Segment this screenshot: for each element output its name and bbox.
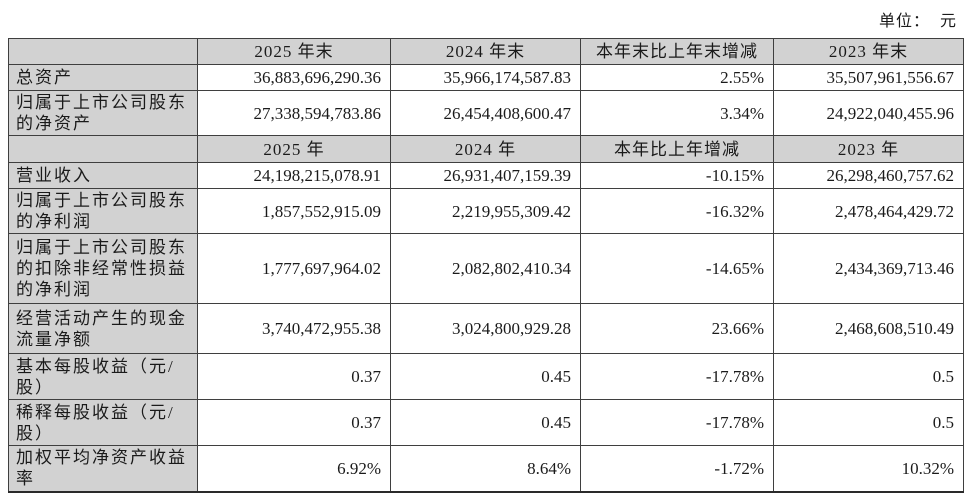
column-header: 2023 年末	[773, 38, 964, 65]
value-cell: 3.34%	[580, 90, 774, 136]
column-header: 2024 年末	[390, 38, 581, 65]
value-cell: 2,219,955,309.42	[390, 188, 581, 234]
value-cell: 23.66%	[580, 303, 774, 354]
column-header: 2025 年末	[197, 38, 391, 65]
row-label: 稀释每股收益（元/股）	[8, 399, 198, 446]
value-cell: 2,478,464,429.72	[773, 188, 964, 234]
value-cell: -14.65%	[580, 233, 774, 304]
value-cell: 1,777,697,964.02	[197, 233, 391, 304]
table-row: 2025 年末 2024 年末 本年末比上年末增减 2023 年末	[8, 38, 964, 65]
value-cell: 10.32%	[773, 445, 964, 492]
row-label: 基本每股收益（元/股）	[8, 353, 198, 400]
column-header: 2024 年	[390, 135, 581, 163]
value-cell: -16.32%	[580, 188, 774, 234]
row-label: 归属于上市公司股东的净利润	[8, 188, 198, 234]
value-cell: 6.92%	[197, 445, 391, 492]
table-row: 归属于上市公司股东的净资产 27,338,594,783.86 26,454,4…	[8, 90, 964, 136]
value-cell: 24,198,215,078.91	[197, 162, 391, 189]
value-cell: 24,922,040,455.96	[773, 90, 964, 136]
table-row: 总资产 36,883,696,290.36 35,966,174,587.83 …	[8, 64, 964, 91]
value-cell: 0.37	[197, 399, 391, 446]
table-row: 归属于上市公司股东的净利润 1,857,552,915.09 2,219,955…	[8, 188, 964, 234]
table-row: 基本每股收益（元/股） 0.37 0.45 -17.78% 0.5	[8, 353, 964, 400]
value-cell: 0.45	[390, 353, 581, 400]
value-cell: 0.5	[773, 353, 964, 400]
column-header: 本年末比上年末增减	[580, 38, 774, 65]
value-cell: 2,468,608,510.49	[773, 303, 964, 354]
row-label: 加权平均净资产收益率	[8, 445, 198, 492]
value-cell: 2,434,369,713.46	[773, 233, 964, 304]
value-cell: 3,024,800,929.28	[390, 303, 581, 354]
value-cell: 2.55%	[580, 64, 774, 91]
value-cell: -1.72%	[580, 445, 774, 492]
unit-label: 单位： 元	[878, 13, 957, 30]
row-label: 归属于上市公司股东的净资产	[8, 90, 198, 136]
corner-cell	[8, 135, 198, 163]
column-header: 2023 年	[773, 135, 964, 163]
table-row: 归属于上市公司股东的扣除非经常性损益的净利润 1,777,697,964.02 …	[8, 233, 964, 304]
row-label: 营业收入	[8, 162, 198, 189]
value-cell: 26,454,408,600.47	[390, 90, 581, 136]
value-cell: 2,082,802,410.34	[390, 233, 581, 304]
value-cell: 0.45	[390, 399, 581, 446]
column-header: 2025 年	[197, 135, 391, 163]
value-cell: 36,883,696,290.36	[197, 64, 391, 91]
table-row: 2025 年 2024 年 本年比上年增减 2023 年	[8, 135, 964, 163]
table-row: 营业收入 24,198,215,078.91 26,931,407,159.39…	[8, 162, 964, 189]
value-cell: 1,857,552,915.09	[197, 188, 391, 234]
table-row: 稀释每股收益（元/股） 0.37 0.45 -17.78% 0.5	[8, 399, 964, 446]
value-cell: -17.78%	[580, 399, 774, 446]
table-row: 加权平均净资产收益率 6.92% 8.64% -1.72% 10.32%	[8, 445, 964, 492]
value-cell: 8.64%	[390, 445, 581, 492]
value-cell: 27,338,594,783.86	[197, 90, 391, 136]
value-cell: 35,507,961,556.67	[773, 64, 964, 91]
value-cell: 0.5	[773, 399, 964, 446]
table-row: 经营活动产生的现金流量净额 3,740,472,955.38 3,024,800…	[8, 303, 964, 354]
value-cell: 3,740,472,955.38	[197, 303, 391, 354]
row-label: 总资产	[8, 64, 198, 91]
value-cell: 0.37	[197, 353, 391, 400]
value-cell: 26,931,407,159.39	[390, 162, 581, 189]
corner-cell	[8, 38, 198, 65]
value-cell: 35,966,174,587.83	[390, 64, 581, 91]
column-header: 本年比上年增减	[580, 135, 774, 163]
value-cell: 26,298,460,757.62	[773, 162, 964, 189]
row-label: 经营活动产生的现金流量净额	[8, 303, 198, 354]
value-cell: -10.15%	[580, 162, 774, 189]
financial-summary-table: 2025 年末 2024 年末 本年末比上年末增减 2023 年末 总资产 36…	[8, 38, 964, 493]
value-cell: -17.78%	[580, 353, 774, 400]
row-label: 归属于上市公司股东的扣除非经常性损益的净利润	[8, 233, 198, 304]
